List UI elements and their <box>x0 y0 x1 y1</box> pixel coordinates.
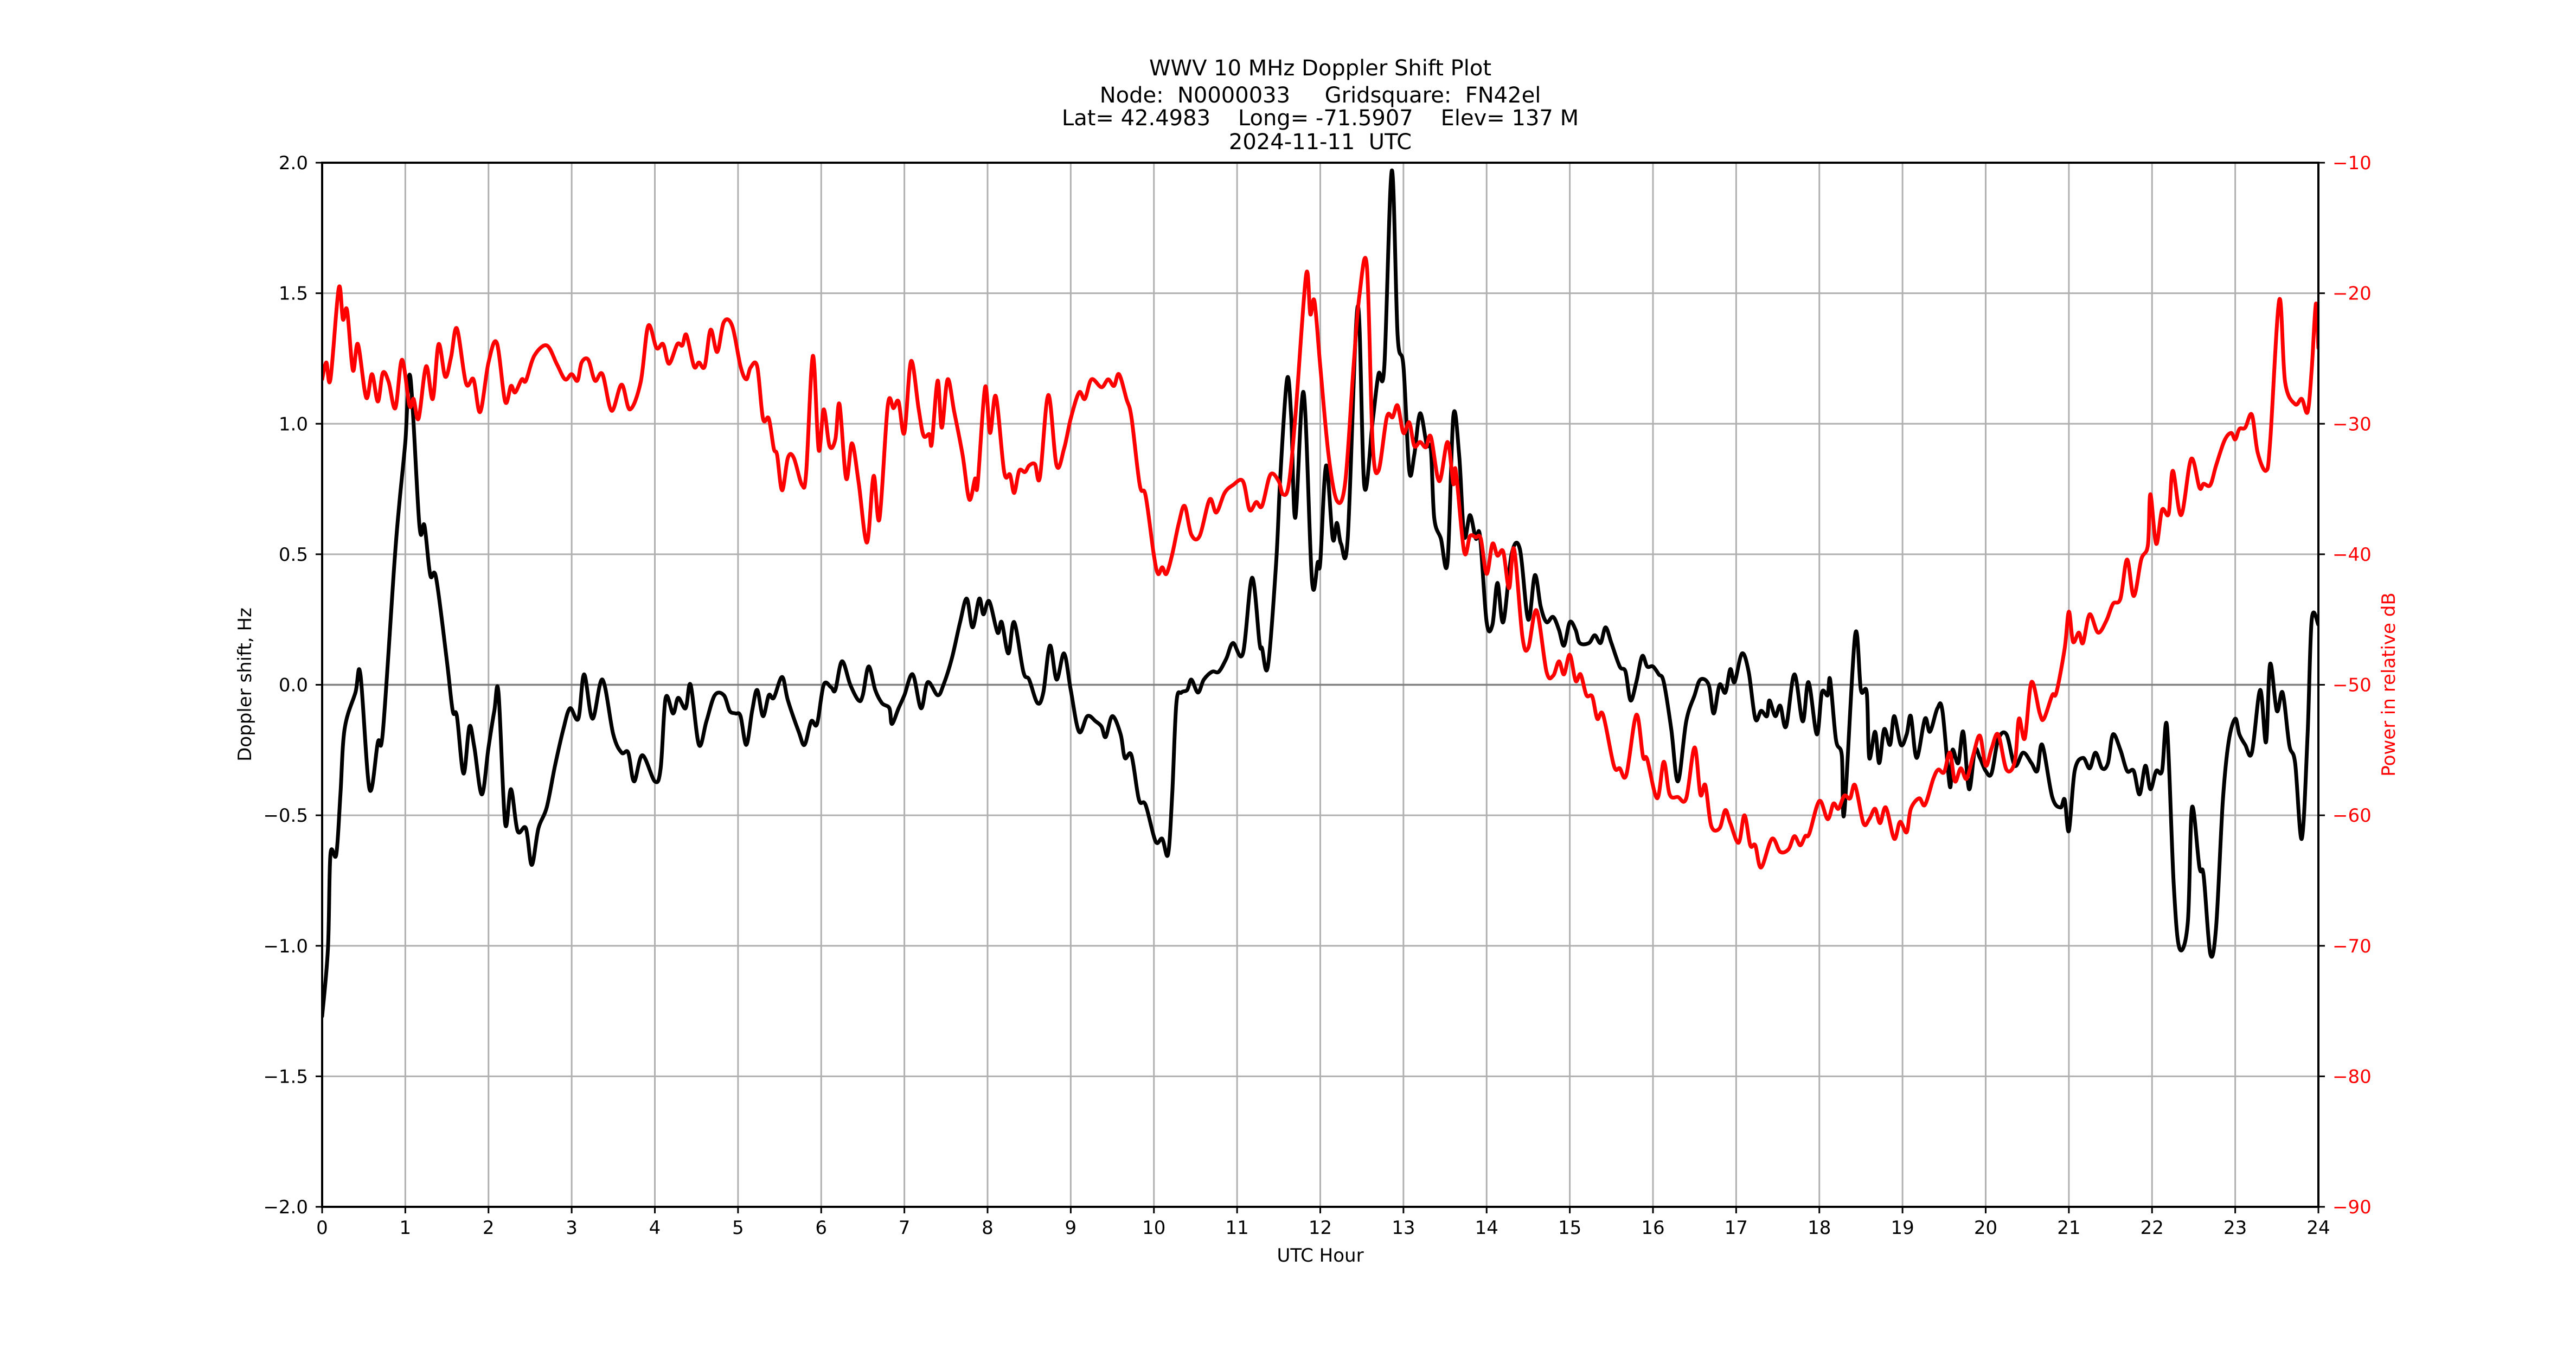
x-tick-label: 10 <box>1142 1217 1165 1239</box>
y-tick-label: 1.0 <box>279 413 308 435</box>
y2-tick-label: −70 <box>2333 936 2372 957</box>
y-tick-label: −0.5 <box>263 805 308 827</box>
y-tick-label: −1.5 <box>263 1066 308 1088</box>
chart-subtitle-node: Node: N0000033 Gridsquare: FN42el <box>1099 83 1541 108</box>
x-tick-label: 7 <box>899 1217 911 1239</box>
x-tick-label: 12 <box>1309 1217 1332 1239</box>
y2-tick-label: −20 <box>2333 283 2372 305</box>
chart-title: WWV 10 MHz Doppler Shift Plot <box>1149 56 1492 81</box>
power-line <box>322 255 2318 869</box>
y2-tick-label: −40 <box>2333 544 2372 566</box>
x-tick-label: 14 <box>1475 1217 1498 1239</box>
y2-tick-label: −10 <box>2333 152 2372 174</box>
y2-tick-label: −80 <box>2333 1066 2372 1088</box>
x-tick-label: 18 <box>1808 1217 1831 1239</box>
x-tick-label: 1 <box>400 1217 412 1239</box>
left-y-axis-ticks: 2.0 1.5 1.0 0.5 0.0 −0.5 −1.0 −1.5 −2.0 <box>263 152 322 1218</box>
y-tick-label: 2.0 <box>279 152 308 174</box>
doppler-line <box>322 168 2318 1019</box>
x-tick-label: 23 <box>2223 1217 2247 1239</box>
x-axis-ticks: 0 1 2 3 4 5 6 7 8 9 10 11 12 13 14 15 16 17 18 19 20 21 22 23 24 <box>316 1207 2330 1239</box>
x-tick-label: 8 <box>982 1217 994 1239</box>
x-tick-label: 3 <box>566 1217 578 1239</box>
x-tick-label: 16 <box>1641 1217 1664 1239</box>
y2-tick-label: −60 <box>2333 805 2372 827</box>
x-tick-label: 0 <box>316 1217 328 1239</box>
x-tick-label: 17 <box>1725 1217 1748 1239</box>
x-tick-label: 4 <box>649 1217 661 1239</box>
y-tick-label: 1.5 <box>279 283 308 305</box>
data-series <box>322 168 2318 1019</box>
x-tick-label: 2 <box>483 1217 495 1239</box>
x-tick-label: 5 <box>732 1217 744 1239</box>
x-tick-label: 9 <box>1065 1217 1077 1239</box>
y2-tick-label: −30 <box>2333 413 2372 435</box>
x-tick-label: 22 <box>2141 1217 2164 1239</box>
x-tick-label: 13 <box>1392 1217 1415 1239</box>
chart-subtitle-location: Lat= 42.4983 Long= -71.5907 Elev= 137 M <box>1061 106 1579 131</box>
grid-lines <box>321 162 2319 1208</box>
y-tick-label: 0.0 <box>279 675 308 696</box>
left-y-axis-label: Doppler shift, Hz <box>234 607 256 762</box>
x-tick-label: 20 <box>1974 1217 1997 1239</box>
x-tick-label: 11 <box>1225 1217 1248 1239</box>
x-tick-label: 6 <box>815 1217 827 1239</box>
y2-tick-label: −90 <box>2333 1197 2372 1218</box>
x-axis-label: UTC Hour <box>1277 1245 1364 1267</box>
right-y-axis-ticks: −10 −20 −30 −40 −50 −60 −70 −80 −90 <box>2318 152 2372 1218</box>
y-tick-label: 0.5 <box>279 544 308 566</box>
x-tick-label: 19 <box>1891 1217 1914 1239</box>
y-tick-label: −2.0 <box>263 1197 308 1218</box>
chart-subtitle-date: 2024-11-11 UTC <box>1228 130 1412 155</box>
x-tick-label: 21 <box>2057 1217 2080 1239</box>
y-tick-label: −1.0 <box>263 936 308 957</box>
right-y-axis-label: Power in relative dB <box>2378 592 2400 777</box>
y2-tick-label: −50 <box>2333 675 2372 696</box>
x-tick-label: 15 <box>1558 1217 1581 1239</box>
x-tick-label: 24 <box>2306 1217 2330 1239</box>
